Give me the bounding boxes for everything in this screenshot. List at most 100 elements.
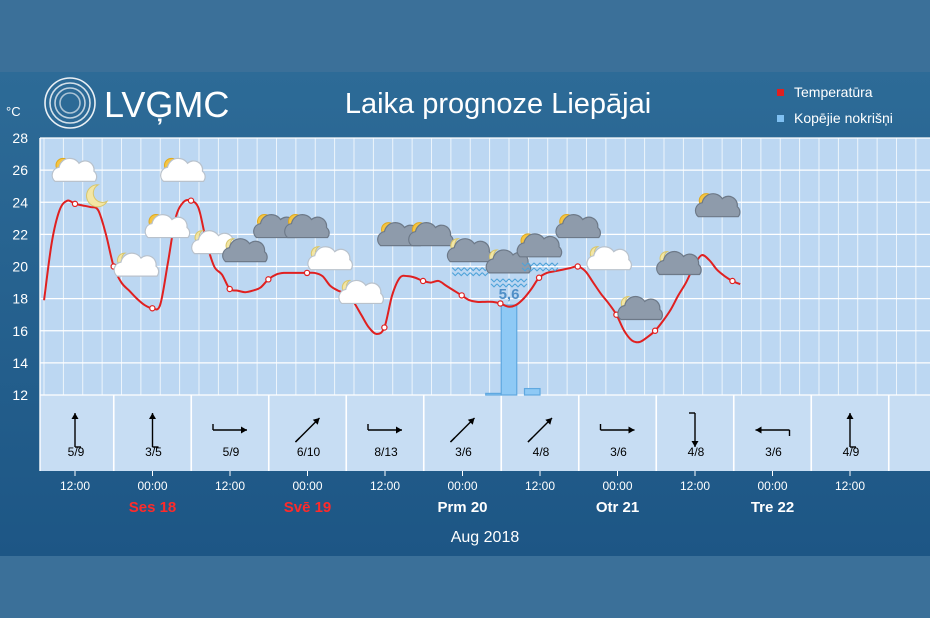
wind-speed-label: 3/6	[455, 445, 472, 459]
wind-arrowhead-icon	[312, 417, 320, 425]
precipitation-value-label: 5,6	[499, 286, 520, 303]
sun-cloud-icon	[144, 214, 191, 239]
month-label: Aug 2018	[451, 529, 520, 546]
rain-shape	[451, 267, 489, 272]
x-tick-label: 12:00	[680, 479, 710, 493]
day-label: Prm 20	[437, 499, 487, 516]
wind-item: 3/6	[449, 417, 476, 459]
temperature-point	[187, 197, 195, 204]
logo[interactable]: LVĢMC	[44, 77, 229, 129]
wind-speed-label: 3/6	[610, 445, 627, 459]
y-tick-label: 12	[12, 387, 28, 403]
x-tick-label: 00:00	[447, 479, 477, 493]
precipitation-bars: 5,6	[485, 286, 541, 396]
wind-row: 5/9 3/5 5/9 6/10 8/13 3/6 4/8 3/6 4/8 3/6 4/9	[68, 412, 860, 459]
wind-speed-label: 4/8	[688, 445, 705, 459]
wind-speed-label: 5/9	[68, 445, 85, 459]
y-tick-label: 16	[12, 323, 28, 339]
temperature-point	[535, 274, 543, 281]
moon-icon	[86, 184, 109, 208]
wind-item: 4/8	[527, 417, 553, 459]
wind-item: 6/10	[294, 417, 321, 459]
moon-cloud-icon	[338, 279, 384, 305]
weather-icons	[51, 157, 741, 321]
cloud-shape	[284, 214, 330, 239]
cloud-shape	[408, 222, 454, 247]
legend-temperature-swatch	[777, 89, 784, 96]
x-tick-label: 12:00	[60, 479, 90, 493]
x-axis: 12:00 00:00 12:00 00:00 12:00 00:00 12:00 00:00…	[60, 471, 865, 516]
wind-speed-label: 4/8	[533, 445, 550, 459]
wind-arrowhead-icon	[396, 426, 402, 434]
y-axis: 12 14 16 18 20 22 24 26 28	[12, 130, 28, 403]
moon-cloud-dark-icon	[617, 295, 663, 321]
wind-item: 3/6	[599, 424, 635, 459]
cloud-shape	[555, 214, 601, 239]
temperature-point	[149, 305, 156, 312]
wind-barb-icon	[449, 437, 456, 443]
day-label: Tre 22	[751, 499, 794, 516]
cloud-shape	[222, 238, 268, 263]
day-label: Ses 18	[129, 499, 177, 516]
rain-shape	[490, 283, 528, 288]
sun-cloud-icon	[160, 157, 206, 182]
y-tick-label: 20	[12, 259, 28, 275]
chart-title: Laika prognoze Liepājai	[345, 88, 651, 120]
x-tick-label: 00:00	[757, 479, 787, 493]
wind-arrowhead-icon	[691, 441, 699, 447]
x-tick-label: 12:00	[525, 479, 555, 493]
legend-precipitation-swatch	[777, 115, 784, 122]
cloud-shape	[144, 214, 191, 239]
logo-text: LVĢMC	[104, 84, 229, 125]
sun-cloud-dark-icon	[694, 193, 741, 218]
y-tick-label: 18	[12, 291, 28, 307]
wind-item: 3/6	[755, 426, 791, 459]
wind-speed-label: 6/10	[297, 445, 321, 459]
rain-shape	[451, 272, 489, 277]
day-label: Svē 19	[284, 499, 332, 516]
temperature-point	[651, 327, 659, 334]
moon-shape	[86, 184, 109, 208]
x-tick-label: 00:00	[602, 479, 632, 493]
wind-arrowhead-icon	[71, 413, 79, 419]
wind-item: 3/5	[145, 413, 162, 459]
temperature-point	[729, 277, 736, 285]
wind-barb-icon	[294, 437, 301, 443]
bottom-band	[0, 556, 930, 618]
rain-shape	[521, 262, 559, 267]
precipitation-bar	[485, 392, 502, 396]
sun-cloud-icon	[51, 157, 98, 182]
wind-arrowhead-icon	[467, 417, 475, 425]
moon-cloud-dark-icon	[656, 250, 702, 276]
temperature-point	[574, 263, 581, 270]
cloud-shape	[694, 193, 741, 218]
top-band	[0, 0, 930, 72]
x-tick-label: 12:00	[370, 479, 400, 493]
temperature-line	[43, 198, 741, 344]
wind-item: 4/8	[688, 412, 705, 459]
wind-speed-label: 3/6	[765, 445, 782, 459]
wind-item: 5/9	[212, 424, 247, 459]
temperature-point	[497, 300, 504, 307]
wind-item: 8/13	[367, 424, 402, 459]
wind-arrowhead-icon	[545, 417, 553, 425]
sun-cloud-dark-icon	[408, 222, 454, 247]
cloud-shape	[307, 246, 353, 271]
precipitation-bar	[523, 387, 541, 396]
wind-arrowhead-icon	[149, 413, 156, 419]
wind-speed-label: 8/13	[374, 445, 398, 459]
temperature-point	[419, 277, 427, 285]
rain-shape	[521, 267, 559, 272]
wind-speed-label: 4/9	[843, 445, 860, 459]
x-tick-label: 00:00	[292, 479, 322, 493]
wind-item: 5/9	[68, 413, 85, 459]
x-tick-label: 12:00	[835, 479, 865, 493]
day-label: Otr 21	[596, 499, 639, 516]
legend-temperature-label: Temperatūra	[794, 84, 873, 100]
y-axis-unit: °C	[6, 104, 21, 119]
wind-item: 4/9	[843, 413, 860, 459]
wind-speed-label: 3/5	[145, 445, 162, 459]
cloud-shape	[160, 157, 206, 182]
y-tick-label: 14	[12, 355, 28, 371]
